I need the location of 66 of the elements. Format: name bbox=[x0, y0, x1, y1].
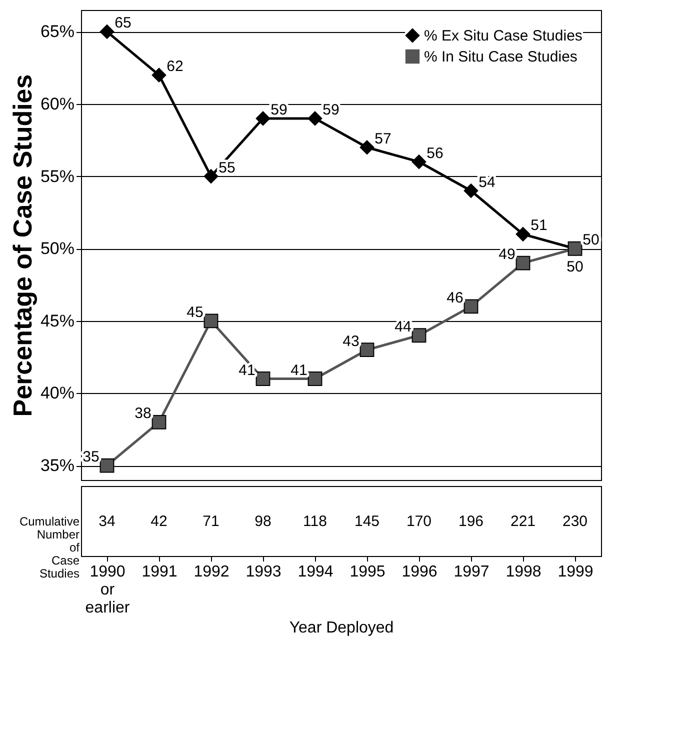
point bbox=[464, 299, 478, 314]
data-label: 38 bbox=[134, 405, 152, 422]
x-tick-label: 1998 bbox=[506, 564, 542, 580]
data-label: 44 bbox=[394, 318, 412, 336]
y-tick-label: 50% bbox=[40, 239, 74, 258]
point bbox=[360, 342, 374, 358]
text: 196 bbox=[458, 513, 484, 530]
point bbox=[152, 68, 166, 82]
point bbox=[308, 111, 322, 126]
x-tick-label: 1997 bbox=[454, 564, 490, 580]
text: 42 bbox=[150, 513, 168, 530]
point bbox=[412, 154, 426, 170]
point bbox=[412, 328, 426, 343]
x-tick-label: 1991 bbox=[142, 564, 178, 580]
data-label: 46 bbox=[446, 289, 464, 306]
text: 230 bbox=[562, 513, 588, 530]
y-tick-label: 55% bbox=[40, 166, 74, 186]
point bbox=[360, 140, 374, 155]
data-label: 50 bbox=[582, 232, 600, 249]
x-axis-title: Year Deployed bbox=[289, 620, 394, 636]
point bbox=[256, 111, 270, 126]
point bbox=[516, 256, 530, 270]
x-tick-label: 1990 or earlier bbox=[85, 564, 130, 616]
legend-label: % Ex Situ Case Studies bbox=[424, 28, 582, 44]
point bbox=[464, 184, 478, 198]
x-tick-label: 1995 bbox=[350, 564, 386, 580]
x-tick-label: 1992 bbox=[194, 564, 230, 580]
point bbox=[100, 458, 114, 473]
text: 221 bbox=[510, 513, 536, 530]
y-tick-label: 40% bbox=[40, 384, 74, 403]
legend-label: % In Situ Case Studies bbox=[424, 48, 578, 66]
x-tick-label: 1999 bbox=[558, 564, 594, 580]
data-label: 50 bbox=[566, 258, 584, 276]
point bbox=[256, 372, 270, 386]
text: 98 bbox=[254, 513, 272, 530]
data-label: 45 bbox=[186, 304, 204, 321]
text: 170 bbox=[406, 513, 432, 530]
data-label: 51 bbox=[530, 217, 548, 234]
data-label: 57 bbox=[374, 130, 392, 148]
y-tick-label: 65% bbox=[40, 22, 74, 42]
data-label: 62 bbox=[166, 58, 184, 76]
data-label: 43 bbox=[342, 332, 360, 350]
y-tick-label: 35% bbox=[40, 456, 74, 476]
data-label: 41 bbox=[238, 362, 256, 379]
data-label: 65 bbox=[114, 14, 132, 32]
text: 118 bbox=[303, 513, 327, 530]
point bbox=[152, 414, 166, 430]
x-tick-label: 1994 bbox=[298, 564, 334, 580]
point bbox=[516, 226, 530, 242]
data-label: 56 bbox=[426, 144, 444, 162]
point bbox=[308, 372, 322, 386]
y-axis-title: Percentage of Case Studies bbox=[7, 74, 38, 417]
point bbox=[204, 169, 218, 184]
text: 71 bbox=[202, 513, 220, 530]
data-label: 41 bbox=[290, 362, 308, 379]
text: 34 bbox=[98, 513, 116, 530]
text: 145 bbox=[354, 513, 380, 530]
point bbox=[204, 314, 218, 328]
data-label: 35 bbox=[82, 448, 100, 466]
y-tick-label: 60% bbox=[40, 94, 74, 114]
y-tick-label: 45% bbox=[40, 311, 74, 330]
x-tick-label: 1993 bbox=[246, 564, 282, 580]
point bbox=[100, 24, 114, 39]
x-tick-label: 1996 bbox=[402, 564, 438, 580]
data-label: 54 bbox=[478, 174, 496, 191]
text: Cumulative Number of Case Studies bbox=[19, 514, 80, 580]
